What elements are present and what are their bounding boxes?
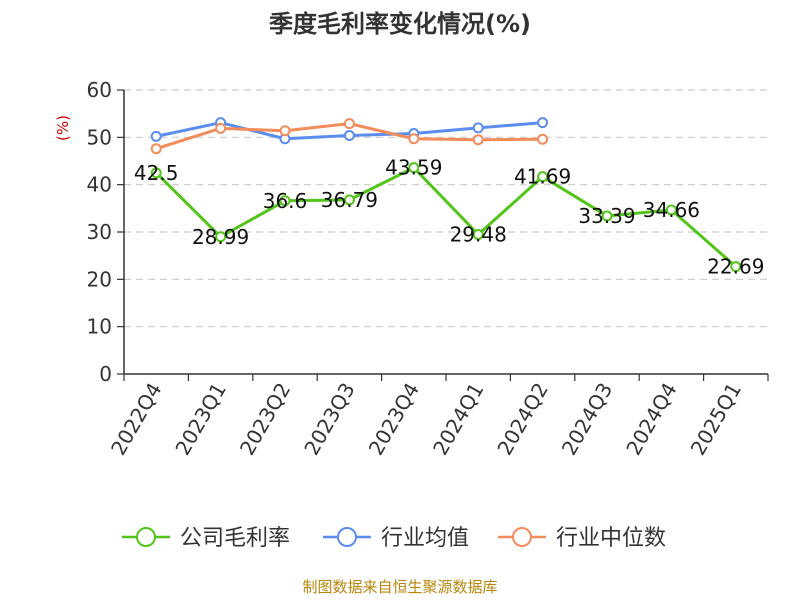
series-line-0 — [155, 166, 737, 268]
data-label: 43.59 — [385, 156, 442, 180]
data-point — [343, 194, 355, 206]
data-label: 36.6 — [263, 189, 308, 213]
y-axis-label: (%) — [54, 115, 72, 141]
data-point — [343, 129, 355, 141]
x-tick-label: 2023Q4 — [364, 379, 424, 460]
x-tick-label: 2024Q2 — [492, 379, 552, 460]
legend-label-0: 公司毛利率 — [180, 526, 290, 551]
data-point — [408, 162, 420, 174]
data-point — [150, 143, 162, 155]
data-point — [537, 133, 549, 145]
data-label: 22.69 — [707, 255, 764, 279]
x-tick-label: 2024Q3 — [557, 379, 617, 460]
data-point — [472, 228, 484, 240]
legend-label-2: 行业中位数 — [556, 526, 666, 551]
data-point — [472, 134, 484, 146]
y-tick-label: 0 — [99, 362, 112, 386]
data-point — [537, 171, 549, 183]
y-tick-label: 10 — [87, 315, 112, 339]
y-tick-label: 60 — [87, 78, 112, 102]
x-tick-label: 2024Q1 — [428, 379, 488, 460]
data-point — [730, 261, 742, 273]
legend: 公司毛利率 行业均值 行业中位数 — [122, 526, 666, 551]
data-label: 42.5 — [134, 161, 179, 185]
legend-marker-2 — [512, 527, 532, 547]
data-labels: 42.5 28.99 36.6 36.79 43.59 29.48 41.69 33.39 34… — [134, 156, 764, 279]
data-label: 33.39 — [578, 204, 635, 228]
source-note: 制图数据来自恒生聚源数据库 — [302, 578, 497, 596]
data-label: 34.66 — [643, 198, 700, 222]
data-label: 41.69 — [514, 165, 571, 189]
x-tick-label: 2025Q1 — [686, 379, 746, 460]
legend-marker-0 — [136, 527, 156, 547]
data-point — [343, 118, 355, 130]
data-point — [150, 130, 162, 142]
chart-title: 季度毛利率变化情况(%) — [269, 10, 531, 38]
data-point — [279, 125, 291, 137]
x-tick-label: 2023Q3 — [299, 379, 359, 460]
x-tick-label: 2024Q4 — [621, 379, 681, 460]
y-tick-label: 20 — [87, 267, 112, 291]
data-label: 28.99 — [192, 225, 249, 249]
data-point — [215, 231, 227, 243]
x-tick-label: 2022Q4 — [106, 379, 166, 460]
legend-label-1: 行业均值 — [381, 526, 469, 551]
data-point — [537, 117, 549, 129]
legend-marker-1 — [337, 527, 357, 547]
x-tick-label: 2023Q2 — [235, 379, 295, 460]
data-point — [408, 133, 420, 145]
data-point — [601, 210, 613, 222]
y-tick-label: 40 — [87, 173, 112, 197]
data-label: 36.79 — [321, 188, 378, 212]
data-point — [215, 122, 227, 134]
data-point — [472, 122, 484, 134]
y-tick-label: 30 — [87, 220, 112, 244]
data-point — [665, 204, 677, 216]
data-point — [150, 167, 162, 179]
y-tick-label: 50 — [87, 125, 112, 149]
data-point — [279, 195, 291, 207]
x-tick-label: 2023Q1 — [170, 379, 230, 460]
series-group — [150, 117, 742, 273]
data-label: 29.48 — [450, 222, 507, 246]
